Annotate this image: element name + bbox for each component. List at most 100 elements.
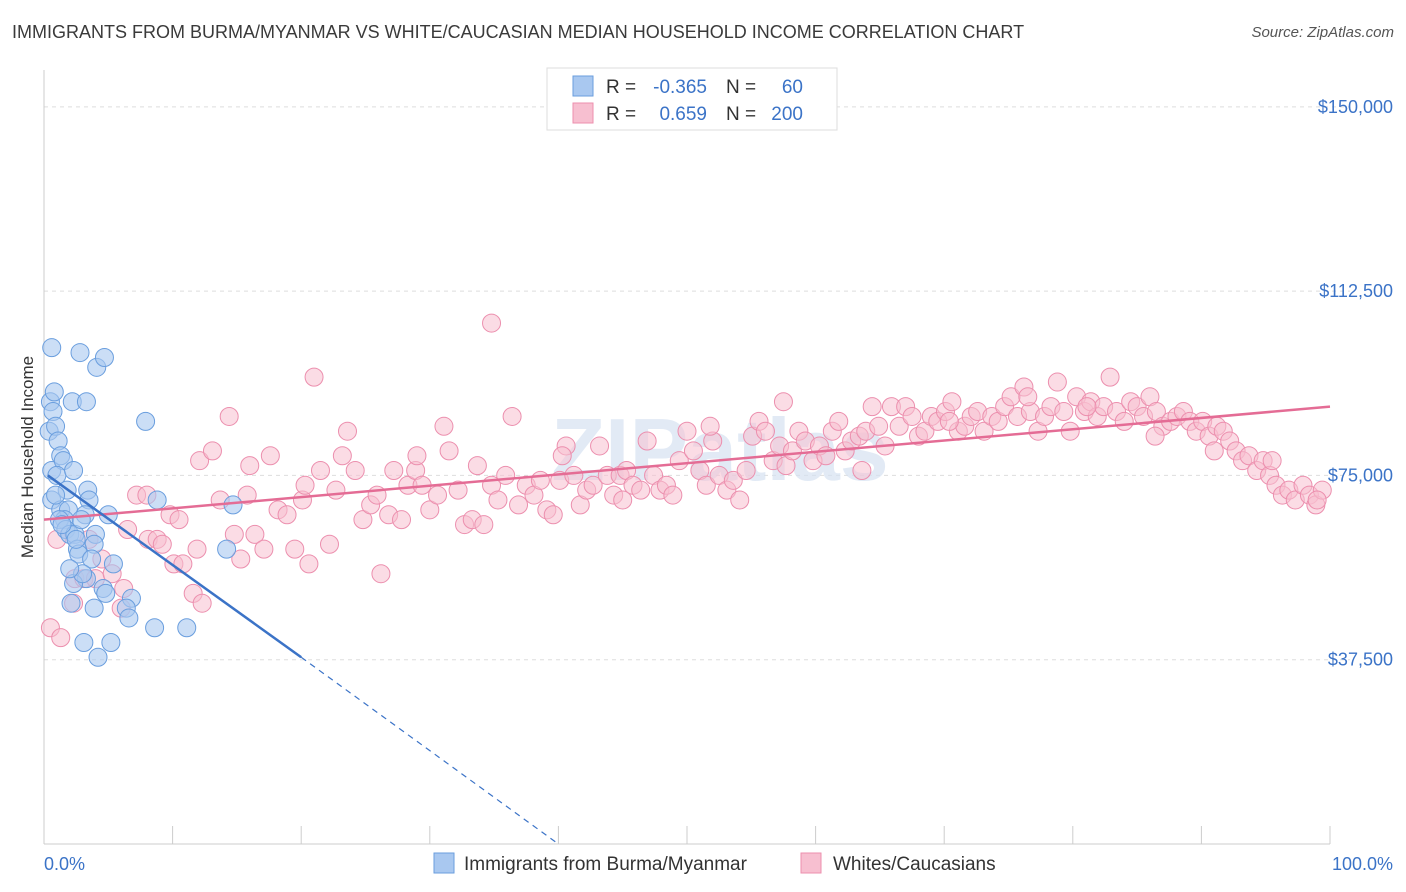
series-whites-points [40, 313, 1332, 648]
bottom-legend: Immigrants from Burma/Myanmar Whites/Cau… [433, 852, 996, 875]
point-whites-35 [304, 367, 324, 387]
point-whites-53 [428, 485, 448, 505]
point-whites-100 [736, 461, 756, 481]
point-whites-74 [564, 465, 584, 485]
y-tick-label-3: $150,000 [1318, 97, 1393, 117]
trend-lines [43, 405, 1331, 845]
point-whites-157 [1114, 411, 1134, 431]
point-whites-194 [552, 446, 572, 466]
chart-source: Source: ZipAtlas.com [1251, 24, 1394, 41]
y-tick-label-1: $75,000 [1328, 465, 1393, 485]
legend-r-value-1: -0.365 [653, 77, 707, 98]
point-whites-201 [1077, 397, 1097, 417]
point-whites-52 [420, 500, 440, 520]
point-burma-54 [66, 529, 86, 549]
legend-n-label-2: N = [726, 104, 756, 125]
point-whites-84 [631, 480, 651, 500]
legend-n-label-1: N = [726, 77, 756, 98]
point-whites-202 [1145, 426, 1165, 446]
point-whites-196 [700, 416, 720, 436]
point-whites-56 [448, 480, 468, 500]
point-burma-33 [82, 549, 102, 569]
point-burma-40 [61, 593, 81, 613]
point-whites-78 [590, 436, 610, 456]
point-whites-89 [663, 485, 683, 505]
legend-r-label-1: R = [606, 77, 636, 98]
point-whites-77 [583, 475, 603, 495]
point-whites-34 [299, 554, 319, 574]
point-burma-58 [60, 559, 80, 579]
legend-frame [546, 67, 838, 131]
point-whites-200 [1018, 387, 1038, 407]
point-whites-114 [829, 411, 849, 431]
point-burma-34 [103, 554, 123, 574]
point-whites-92 [683, 441, 703, 461]
point-whites-98 [723, 470, 743, 490]
x-tick-marks [43, 826, 1331, 844]
point-whites-191 [240, 456, 260, 476]
point-whites-193 [407, 446, 427, 466]
point-whites-55 [439, 441, 459, 461]
y-tick-label-0: $37,500 [1328, 650, 1393, 670]
point-whites-1 [51, 628, 71, 648]
point-burma-48 [136, 411, 156, 431]
point-whites-64 [496, 465, 516, 485]
point-burma-47 [88, 647, 108, 667]
point-whites-31 [277, 505, 297, 525]
point-whites-120 [869, 416, 889, 436]
point-whites-25 [231, 549, 251, 569]
point-whites-21 [202, 441, 222, 461]
point-burma-51 [217, 539, 237, 559]
point-whites-26 [237, 485, 257, 505]
legend-r-value-2: 0.659 [659, 104, 707, 125]
point-whites-24 [224, 524, 244, 544]
point-whites-18 [192, 593, 212, 613]
point-burma-11 [64, 461, 84, 481]
point-whites-16 [173, 554, 193, 574]
point-whites-45 [371, 564, 391, 584]
bottom-legend-label-pink: Whites/Caucasians [833, 854, 996, 875]
legend-n-value-2: 200 [771, 104, 803, 125]
x-tick-label-min: 0.0% [44, 854, 85, 874]
point-burma-0 [42, 338, 62, 358]
point-burma-28 [71, 510, 91, 530]
point-whites-131 [942, 392, 962, 412]
point-whites-38 [326, 480, 346, 500]
point-burma-16 [76, 392, 96, 412]
point-whites-148 [1054, 402, 1074, 422]
point-burma-41 [84, 598, 104, 618]
bottom-legend-swatch-pink [800, 852, 822, 874]
bottom-legend-swatch-blue [433, 852, 455, 874]
y-tick-label-2: $112,500 [1319, 281, 1393, 301]
point-whites-71 [543, 505, 563, 525]
point-whites-42 [353, 510, 373, 530]
point-burma-46 [101, 633, 121, 653]
point-whites-147 [1047, 372, 1067, 392]
trend-line-burma-extrapolated [300, 656, 559, 845]
legend-n-value-1: 60 [782, 77, 803, 98]
point-whites-23 [219, 406, 239, 426]
trend-line-burma [47, 474, 302, 659]
point-whites-39 [332, 446, 352, 466]
point-whites-65 [502, 406, 522, 426]
point-whites-125 [902, 406, 922, 426]
series-burma-points [39, 338, 243, 667]
point-whites-155 [1100, 367, 1120, 387]
point-whites-32 [285, 539, 305, 559]
point-whites-198 [852, 461, 872, 481]
point-burma-57 [52, 515, 72, 535]
point-burma-44 [145, 618, 165, 638]
grid-lines [44, 106, 1350, 661]
point-whites-60 [474, 515, 494, 535]
point-whites-123 [889, 416, 909, 436]
point-whites-13 [152, 534, 172, 554]
point-whites-36 [310, 461, 330, 481]
point-whites-19 [187, 539, 207, 559]
point-whites-203 [1204, 441, 1224, 461]
point-burma-55 [46, 485, 66, 505]
point-whites-119 [862, 397, 882, 417]
point-whites-41 [345, 461, 365, 481]
point-burma-43 [119, 608, 139, 628]
x-tick-label-max: 100.0% [1332, 854, 1393, 874]
